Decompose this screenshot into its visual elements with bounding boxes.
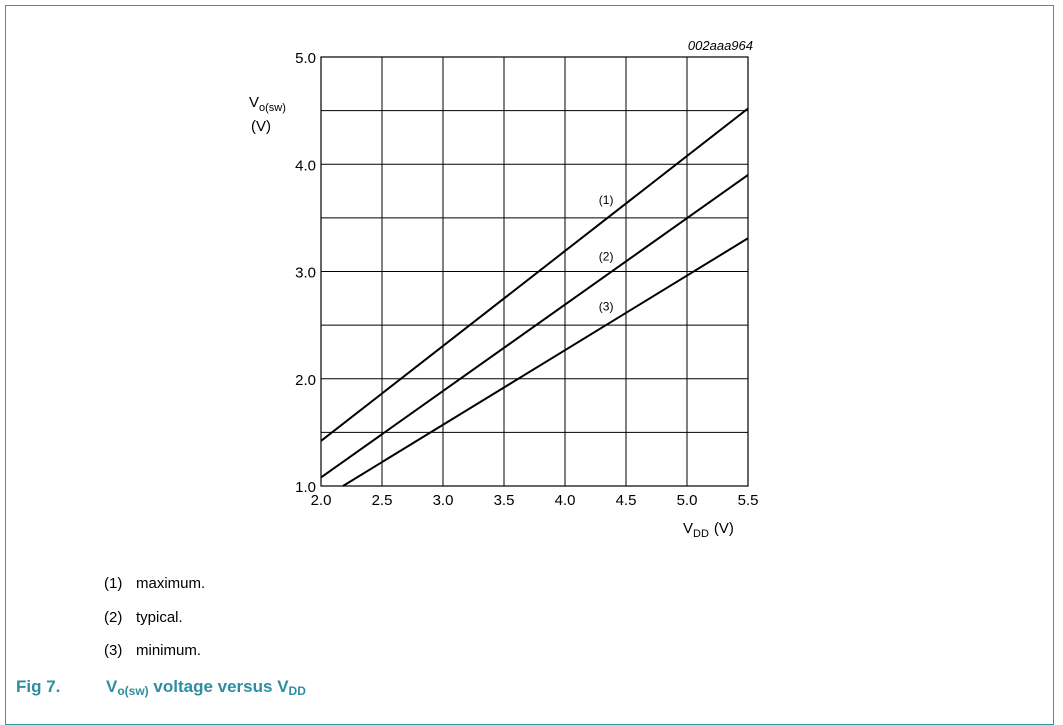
note-num: (2) [104, 609, 123, 626]
x-tick-label: 5.5 [738, 492, 759, 509]
x-tick-label: 2.0 [311, 492, 332, 509]
series-label-2: (2) [599, 250, 614, 264]
y-tick-label: 2.0 [295, 372, 316, 389]
series-label-3: (3) [599, 300, 614, 314]
series-line-1 [320, 107, 749, 442]
x-tick-label: 2.5 [372, 492, 393, 509]
note-text: minimum. [136, 642, 202, 659]
y-tick-label: 1.0 [295, 479, 316, 496]
note-item: (2) typical. [104, 609, 183, 626]
x-axis-label-main: V [683, 520, 693, 537]
figure-id: 002aaa964 [688, 38, 753, 53]
x-tick-label: 4.0 [555, 492, 576, 509]
series-line-2 [320, 174, 749, 479]
note-num: (3) [104, 642, 123, 659]
chart-ticks: 2.0 2.5 3.0 3.5 4.0 4.5 5.0 5.51.02.03.04.05.0 [295, 50, 758, 509]
caption-mid: voltage versus [148, 677, 278, 696]
figure-caption: Fig 7. Vo(sw) voltage versus VDD [16, 677, 306, 698]
caption-v2: V [277, 677, 289, 696]
y-axis-label-main: V [249, 94, 259, 111]
series-label-1: (1) [599, 193, 614, 207]
y-axis-label-sub: o(sw) [259, 102, 286, 114]
note-item: (1) maximum. [104, 575, 205, 592]
x-tick-label: 4.5 [616, 492, 637, 509]
x-tick-label: 3.0 [433, 492, 454, 509]
chart: (1)(2)(3) 2.0 2.5 3.0 3.5 4.0 4.5 5.0 5.51.02.0… [249, 38, 758, 540]
y-axis-label: Vo(sw) [249, 94, 286, 114]
note-num: (1) [104, 575, 123, 592]
caption-v2-sub: DD [288, 684, 306, 698]
chart-series: (1) (2) (3) [320, 107, 749, 487]
plot-border [320, 56, 749, 487]
y-axis-unit: (V) [251, 118, 271, 135]
y-tick-label: 5.0 [295, 50, 316, 67]
x-axis-label: VDD (V) [683, 520, 734, 540]
y-tick-label: 4.0 [295, 157, 316, 174]
figure-number: Fig 7. [16, 677, 61, 696]
note-text: typical. [136, 609, 183, 626]
series-line-3 [342, 237, 749, 487]
chart-grid [320, 56, 749, 487]
note-text: maximum. [136, 575, 206, 592]
caption-v1-sub: o(sw) [117, 684, 149, 698]
x-tick-label: 5.0 [677, 492, 698, 509]
x-axis-label-unit: (V) [714, 520, 734, 537]
note-item: (3) minimum. [104, 642, 201, 659]
x-tick-label: 3.5 [494, 492, 515, 509]
caption-v1: V [106, 677, 118, 696]
x-axis-label-sub: DD [693, 528, 709, 540]
y-tick-label: 3.0 [295, 265, 316, 282]
